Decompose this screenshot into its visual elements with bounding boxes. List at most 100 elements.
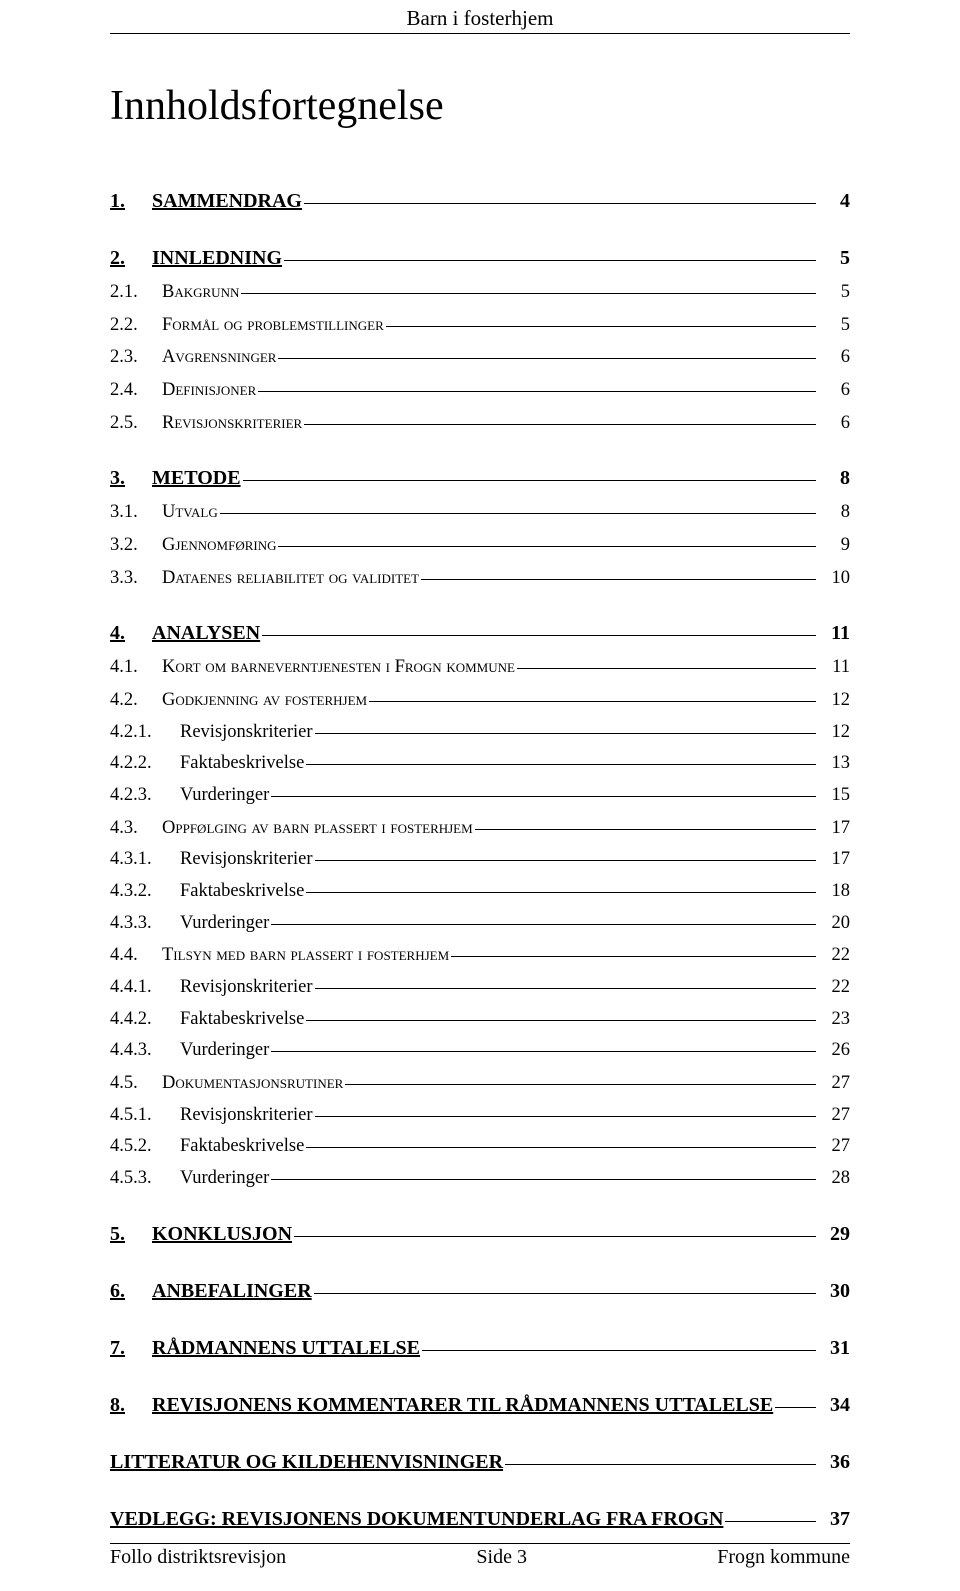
toc-entry: 1.SAMMENDRAG4 bbox=[110, 186, 850, 217]
toc-prefix: 2.5. bbox=[110, 409, 162, 438]
header-rule bbox=[110, 33, 850, 34]
toc-leader bbox=[284, 260, 816, 261]
toc-prefix: 4.5.3. bbox=[110, 1164, 180, 1193]
toc-entry: 2.INNLEDNING5 bbox=[110, 243, 850, 274]
toc-leader bbox=[386, 326, 816, 327]
toc-text: SAMMENDRAG bbox=[152, 190, 302, 212]
toc-page-number: 5 bbox=[818, 278, 850, 307]
toc-leader bbox=[775, 1407, 816, 1408]
toc-leader bbox=[315, 1116, 816, 1117]
toc-label: 3.3.Dataenes reliabilitet og validitet bbox=[110, 564, 419, 593]
toc-page-number: 29 bbox=[818, 1219, 850, 1250]
toc-label: 2.2.Formål og problemstillinger bbox=[110, 311, 384, 340]
toc-label: 2.4.Definisjoner bbox=[110, 376, 256, 405]
toc-page-number: 23 bbox=[818, 1005, 850, 1034]
toc-prefix: 2.2. bbox=[110, 311, 162, 340]
toc-page-number: 9 bbox=[818, 531, 850, 560]
toc-page-number: 12 bbox=[818, 718, 850, 747]
toc-prefix: 3.3. bbox=[110, 564, 162, 593]
toc-leader bbox=[517, 668, 816, 669]
toc-prefix: 8. bbox=[110, 1390, 152, 1421]
toc-label: 4.ANALYSEN bbox=[110, 618, 260, 649]
toc-leader bbox=[278, 546, 816, 547]
toc-label: 1.SAMMENDRAG bbox=[110, 186, 302, 217]
toc-prefix: 4.4.2. bbox=[110, 1005, 180, 1034]
toc-entry: 3.1.Utvalg8 bbox=[110, 498, 850, 527]
toc-text: INNLEDNING bbox=[152, 247, 282, 269]
toc-label: 7.RÅDMANNENS UTTALELSE bbox=[110, 1333, 420, 1364]
toc-page-number: 28 bbox=[818, 1164, 850, 1193]
toc-label: 4.3.2.Faktabeskrivelse bbox=[110, 877, 304, 906]
toc-label: 4.3.3.Vurderinger bbox=[110, 909, 269, 938]
toc-page-number: 26 bbox=[818, 1036, 850, 1065]
toc-entry: 7.RÅDMANNENS UTTALELSE 31 bbox=[110, 1333, 850, 1364]
toc-prefix: 2.4. bbox=[110, 376, 162, 405]
toc-label: 4.2.2.Faktabeskrivelse bbox=[110, 749, 304, 778]
toc-page-number: 8 bbox=[818, 498, 850, 527]
toc-page-number: 13 bbox=[818, 749, 850, 778]
toc-entry: 4.3.3.Vurderinger20 bbox=[110, 909, 850, 938]
toc-leader bbox=[220, 513, 816, 514]
toc-prefix: 4.4.1. bbox=[110, 973, 180, 1002]
toc-leader bbox=[306, 1147, 816, 1148]
toc-prefix: 2.3. bbox=[110, 343, 162, 372]
running-header: Barn i fosterhjem bbox=[110, 6, 850, 31]
toc-label: 4.2.3.Vurderinger bbox=[110, 781, 269, 810]
toc-leader bbox=[315, 988, 816, 989]
toc-page-number: 31 bbox=[818, 1333, 850, 1364]
toc-entry: 2.2.Formål og problemstillinger 5 bbox=[110, 311, 850, 340]
toc-entry: 4.ANALYSEN11 bbox=[110, 618, 850, 649]
toc-label: 4.2.Godkjenning av fosterhjem bbox=[110, 686, 367, 715]
toc-text: VEDLEGG: REVISJONENS DOKUMENTUNDERLAG FR… bbox=[110, 1508, 723, 1530]
table-of-contents: 1.SAMMENDRAG42.INNLEDNING52.1.Bakgrunn52… bbox=[110, 186, 850, 1535]
toc-leader bbox=[271, 1051, 816, 1052]
toc-page-number: 5 bbox=[818, 311, 850, 340]
toc-entry: 4.4.Tilsyn med barn plassert i fosterhje… bbox=[110, 941, 850, 970]
toc-text: Definisjoner bbox=[162, 380, 256, 400]
toc-page-number: 15 bbox=[818, 781, 850, 810]
toc-entry: 4.4.2.Faktabeskrivelse23 bbox=[110, 1005, 850, 1034]
toc-page-number: 11 bbox=[818, 653, 850, 682]
toc-text: Bakgrunn bbox=[162, 282, 239, 302]
toc-prefix: 5. bbox=[110, 1219, 152, 1250]
toc-label: 2.3.Avgrensninger bbox=[110, 343, 276, 372]
toc-label: 4.5.3.Vurderinger bbox=[110, 1164, 269, 1193]
toc-entry: 4.1.Kort om barneverntjenesten i Frogn k… bbox=[110, 653, 850, 682]
toc-entry: 4.5.2.Faktabeskrivelse27 bbox=[110, 1132, 850, 1161]
toc-text: Oppfølging av barn plassert i fosterhjem bbox=[162, 818, 473, 838]
toc-leader bbox=[725, 1521, 816, 1522]
toc-page-number: 18 bbox=[818, 877, 850, 906]
toc-leader bbox=[451, 956, 816, 957]
toc-text: ANALYSEN bbox=[152, 622, 260, 644]
toc-entry: 3.2.Gjennomføring9 bbox=[110, 531, 850, 560]
toc-label: 5.KONKLUSJON bbox=[110, 1219, 292, 1250]
toc-label: 4.3.1.Revisjonskriterier bbox=[110, 845, 313, 874]
toc-page-number: 6 bbox=[818, 343, 850, 372]
toc-page-number: 10 bbox=[818, 564, 850, 593]
toc-text: Vurderinger bbox=[180, 1040, 269, 1060]
toc-label: 4.1.Kort om barneverntjenesten i Frogn k… bbox=[110, 653, 515, 682]
toc-text: Avgrensninger bbox=[162, 347, 276, 367]
toc-text: REVISJONENS KOMMENTARER TIL RÅDMANNENS U… bbox=[152, 1394, 773, 1416]
toc-text: Vurderinger bbox=[180, 913, 269, 933]
toc-entry: 3.METODE8 bbox=[110, 463, 850, 494]
toc-label: 4.4.Tilsyn med barn plassert i fosterhje… bbox=[110, 941, 449, 970]
toc-leader bbox=[315, 860, 816, 861]
toc-leader bbox=[243, 480, 816, 481]
toc-text: Dokumentasjonsrutiner bbox=[162, 1073, 343, 1093]
toc-prefix: 4.4.3. bbox=[110, 1036, 180, 1065]
toc-page-number: 6 bbox=[818, 409, 850, 438]
toc-page-number: 8 bbox=[818, 463, 850, 494]
toc-text: RÅDMANNENS UTTALELSE bbox=[152, 1337, 420, 1359]
toc-leader bbox=[271, 924, 816, 925]
toc-leader bbox=[315, 733, 816, 734]
toc-prefix: 7. bbox=[110, 1333, 152, 1364]
toc-entry: 2.5.Revisjonskriterier6 bbox=[110, 409, 850, 438]
toc-entry: 2.3.Avgrensninger 6 bbox=[110, 343, 850, 372]
footer-right: Frogn kommune bbox=[717, 1546, 850, 1569]
toc-text: Gjennomføring bbox=[162, 535, 276, 555]
toc-prefix: 2. bbox=[110, 243, 152, 274]
toc-label: 2.1.Bakgrunn bbox=[110, 278, 239, 307]
toc-entry: 4.2.1.Revisjonskriterier12 bbox=[110, 718, 850, 747]
toc-prefix: 4.3.3. bbox=[110, 909, 180, 938]
